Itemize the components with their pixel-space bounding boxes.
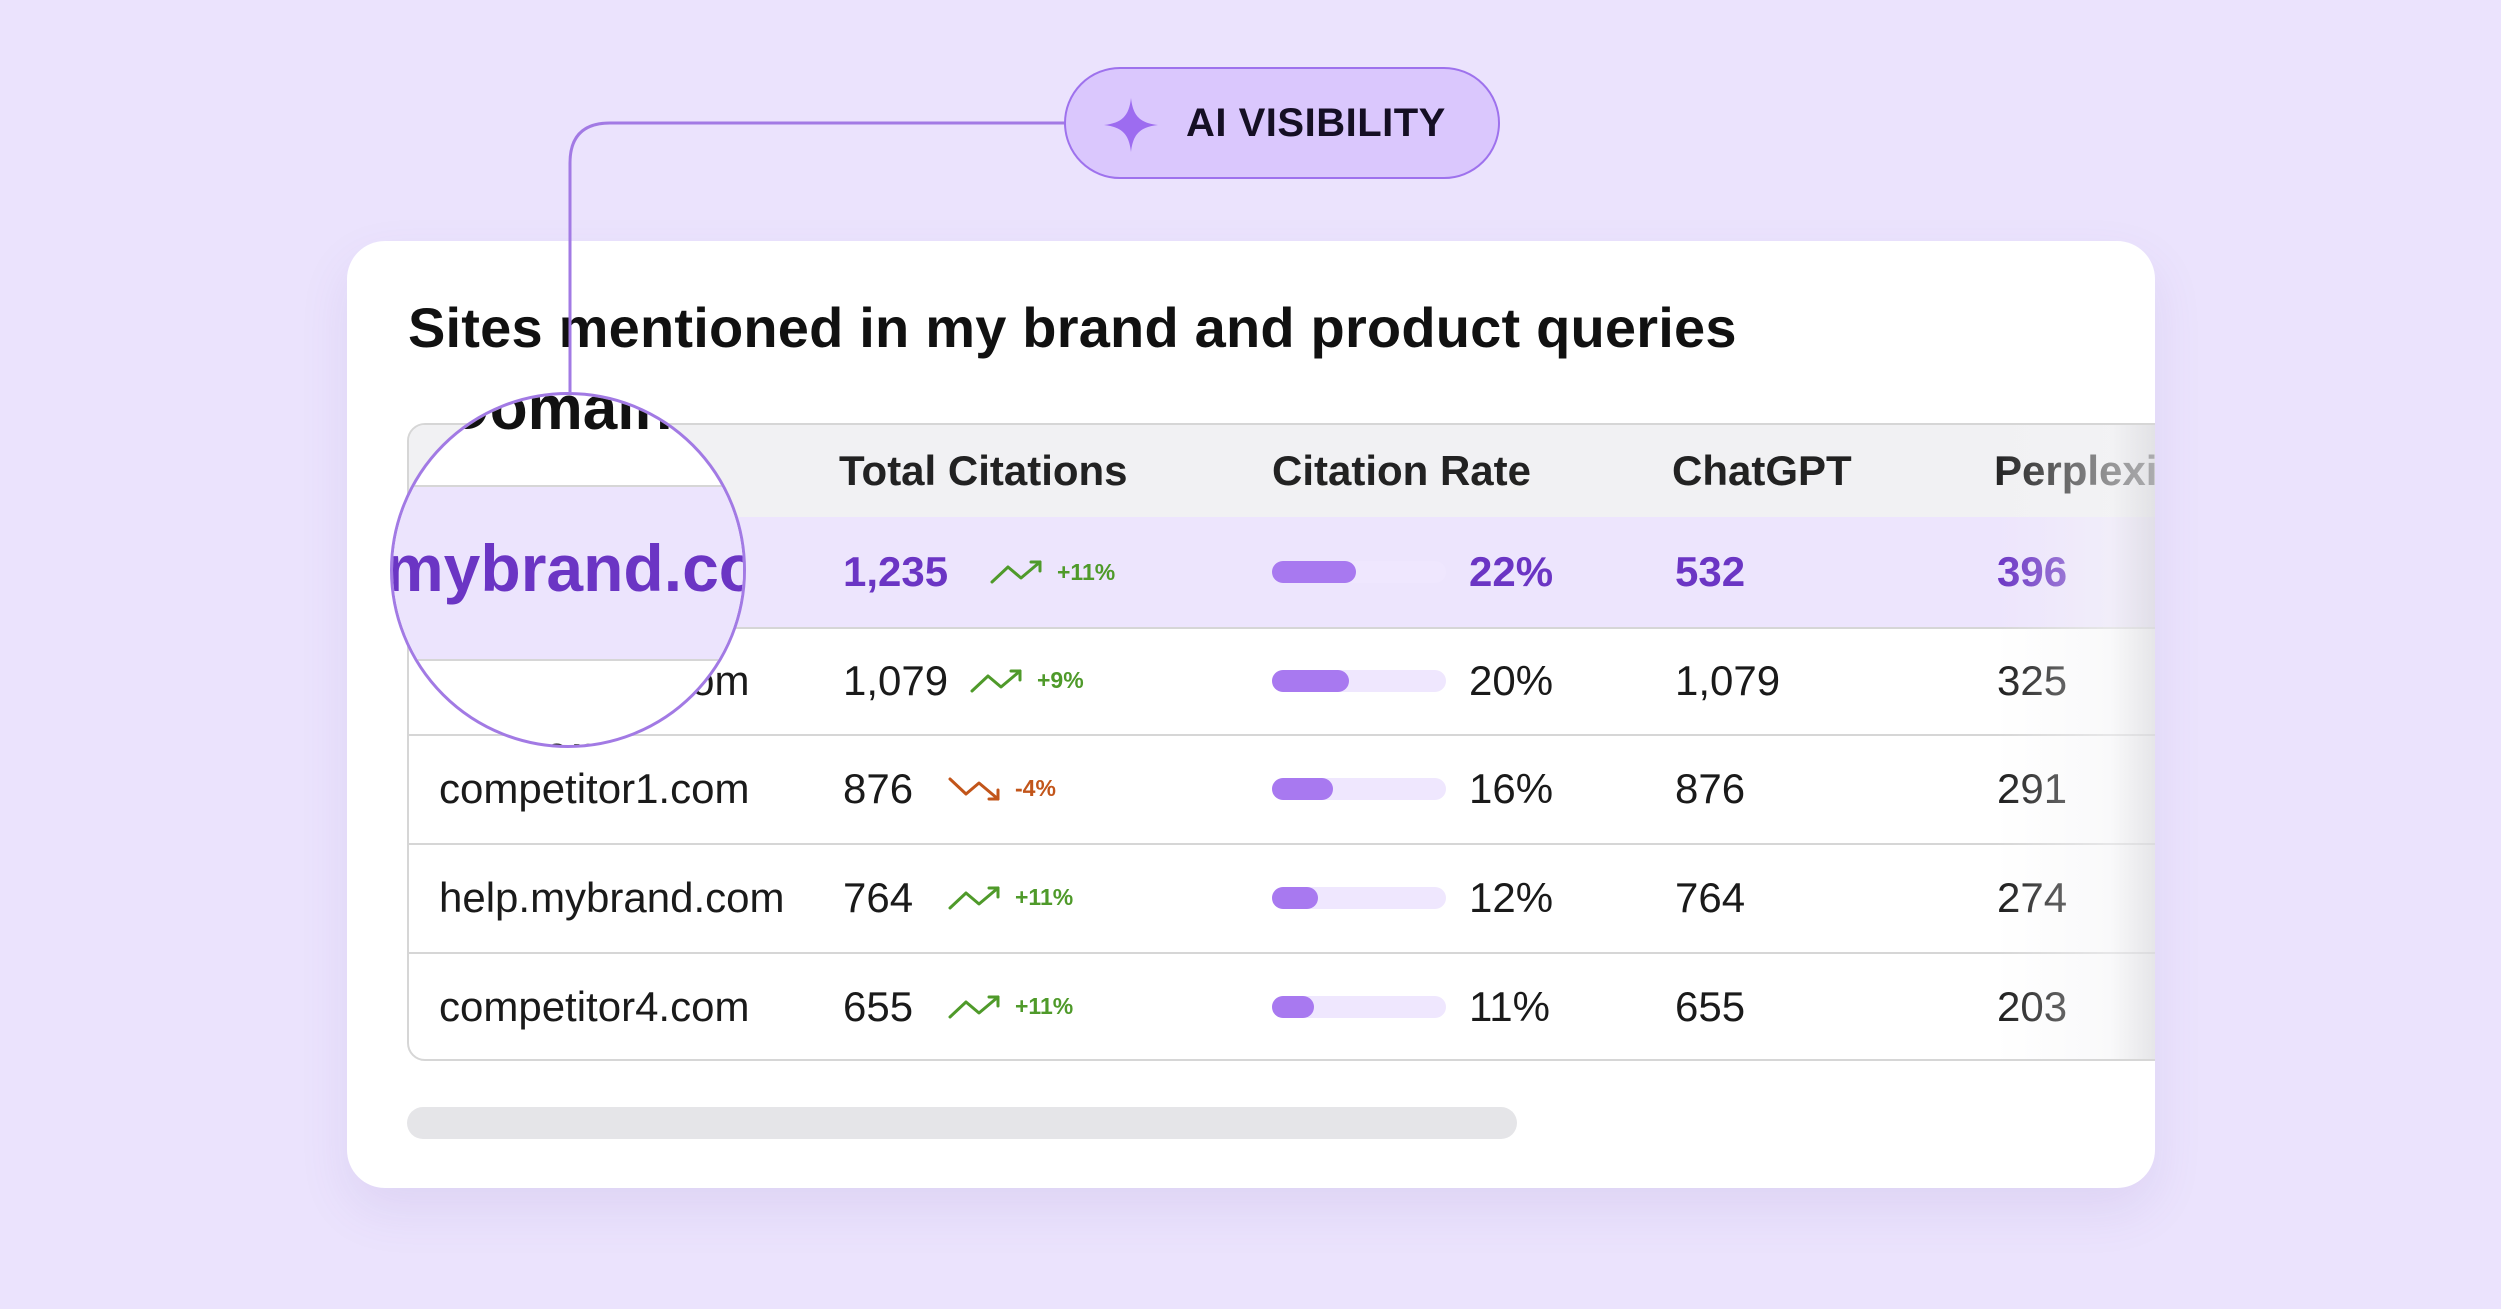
trend-badge: -4%	[947, 734, 1056, 843]
chatgpt-cell: 532	[1675, 548, 1746, 595]
citation-rate-bar	[1272, 778, 1446, 800]
horizontal-scrollbar[interactable]	[407, 1107, 1517, 1139]
trend-down-icon	[948, 777, 1000, 800]
table-row[interactable]: competitor1.com 876 -4% 16% 876 291	[409, 734, 2155, 845]
citation-rate-bar	[1272, 996, 1446, 1018]
perplexity-cell: 396	[1997, 548, 2068, 595]
citation-rate-fill	[1272, 778, 1333, 800]
trend-value: +11%	[1057, 558, 1116, 585]
citation-rate-bar	[1272, 561, 1446, 583]
trend-value: +9%	[1037, 667, 1084, 693]
trend-badge: +11%	[947, 843, 1073, 952]
trend-badge: +11%	[989, 517, 1115, 627]
trend-value: +11%	[1015, 884, 1074, 910]
domain-cell[interactable]: help.mybrand.com	[439, 873, 785, 921]
perplexity-cell: 325	[1997, 656, 2068, 704]
column-header-total-citations[interactable]: Total Citations	[839, 447, 1128, 494]
column-header-citation-rate[interactable]: Citation Rate	[1272, 447, 1532, 494]
citation-rate-fill	[1272, 887, 1318, 909]
trend-up-icon	[970, 669, 1022, 692]
trend-badge: +11%	[947, 952, 1074, 1059]
total-citations-cell: 1,079	[843, 656, 949, 704]
citation-rate-fill	[1272, 996, 1314, 1018]
citation-rate-value: 16%	[1469, 764, 1554, 812]
trend-up-icon	[990, 560, 1042, 584]
citation-rate-fill	[1272, 670, 1349, 692]
chatgpt-cell: 1,079	[1675, 656, 1781, 704]
column-header-perplexity[interactable]: Perplexity	[1994, 447, 2155, 494]
magnified-divider	[393, 485, 743, 487]
perplexity-cell: 203	[1997, 982, 2068, 1030]
chatgpt-cell: 764	[1675, 873, 1746, 921]
sparkle-icon	[1104, 98, 1158, 152]
perplexity-cell: 291	[1997, 764, 2068, 812]
magnified-next-domain: competitor2.com	[453, 721, 743, 745]
ai-visibility-badge[interactable]: AI VISIBILITY	[1064, 67, 1500, 179]
magnified-highlight-row	[393, 487, 743, 659]
badge-label: AI VISIBILITY	[1186, 101, 1446, 145]
citation-rate-value: 12%	[1469, 873, 1554, 921]
domain-cell[interactable]: competitor4.com	[439, 982, 750, 1030]
magnified-domain-header: Domain	[445, 392, 673, 443]
table-row[interactable]: help.mybrand.com 764 +11% 12% 764 274	[409, 843, 2155, 954]
magnifier-lens: Domain mybrand.com competitor2.com	[390, 392, 746, 748]
citation-rate-value: 22%	[1469, 548, 1554, 595]
card-title: Sites mentioned in my brand and product …	[408, 296, 1737, 359]
trend-badge: +9%	[969, 627, 1084, 734]
total-citations-cell: 876	[843, 764, 914, 812]
domain-cell[interactable]: competitor1.com	[439, 764, 750, 812]
citation-rate-fill	[1272, 561, 1356, 583]
perplexity-cell: 274	[1997, 873, 2068, 921]
citation-rate-value: 20%	[1469, 656, 1554, 704]
citation-rate-bar	[1272, 887, 1446, 909]
trend-value: -4%	[1015, 775, 1056, 801]
magnified-divider	[393, 659, 743, 661]
total-citations-cell: 1,235	[843, 548, 949, 595]
total-citations-cell: 655	[843, 982, 914, 1030]
total-citations-cell: 764	[843, 873, 914, 921]
citation-rate-value: 11%	[1469, 982, 1550, 1030]
chatgpt-cell: 876	[1675, 764, 1746, 812]
trend-up-icon	[948, 995, 1000, 1018]
chatgpt-cell: 655	[1675, 982, 1746, 1030]
table-row[interactable]: competitor4.com 655 +11% 11% 655 203	[409, 952, 2155, 1059]
citation-rate-bar	[1272, 670, 1446, 692]
trend-value: +11%	[1015, 993, 1074, 1019]
trend-up-icon	[948, 886, 1000, 909]
magnified-domain: mybrand.com	[390, 531, 743, 605]
column-header-chatgpt[interactable]: ChatGPT	[1672, 447, 1852, 494]
